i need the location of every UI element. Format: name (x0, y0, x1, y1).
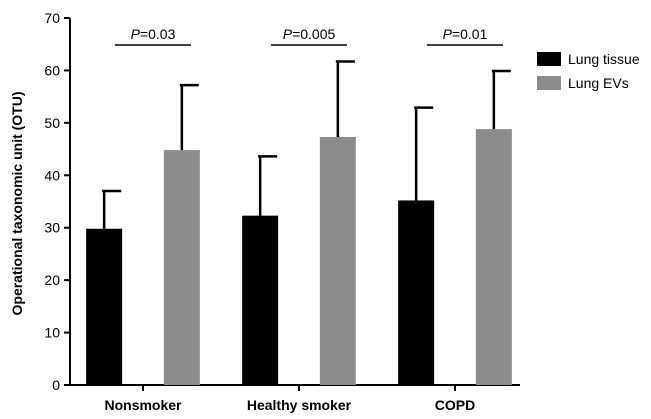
legend-swatch (537, 76, 561, 90)
bar (475, 129, 512, 385)
legend-swatch (537, 52, 561, 66)
axes: 0 10 20 30 40 50 60 70 Operational taxonomic uni… (9, 10, 520, 413)
annotations: P=0.03 P=0.005 P=0.01 (115, 26, 503, 46)
bar (398, 200, 435, 385)
x-category-label: Nonsmoker (104, 397, 182, 413)
bar (86, 228, 123, 385)
y-tick-label: 40 (44, 167, 60, 183)
y-tick-label: 20 (44, 272, 60, 288)
y-tick-label: 60 (44, 62, 60, 78)
bars (86, 60, 512, 385)
p-value-label: P=0.005 (283, 26, 336, 42)
y-tick-label: 50 (44, 115, 60, 131)
p-value-label: P=0.01 (443, 26, 488, 42)
y-tick-label: 70 (44, 10, 60, 26)
bar (163, 150, 200, 385)
bar (319, 137, 356, 385)
x-category-label: COPD (435, 397, 475, 413)
y-axis-label: Operational taxonomic unit (OTU) (9, 91, 25, 315)
y-tick-label: 0 (52, 377, 60, 393)
y-tick-label: 30 (44, 220, 60, 236)
bar (242, 215, 279, 385)
x-category-label: Healthy smoker (247, 397, 352, 413)
legend-label: Lung tissue (568, 51, 640, 67)
legend: Lung tissue Lung EVs (537, 51, 640, 91)
legend-label: Lung EVs (568, 75, 629, 91)
p-value-label: P=0.03 (131, 26, 176, 42)
y-tick-label: 10 (44, 325, 60, 341)
